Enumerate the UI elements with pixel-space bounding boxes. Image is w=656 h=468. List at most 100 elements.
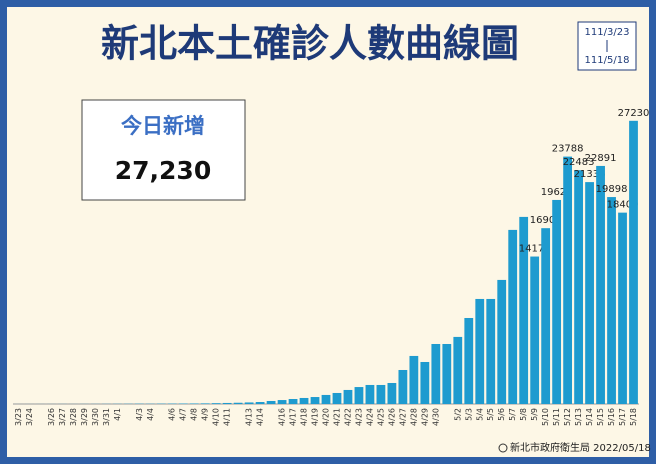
- bar: [530, 257, 539, 404]
- x-tick-label: 5/17: [618, 408, 627, 426]
- x-tick-label: 5/14: [585, 408, 594, 426]
- x-tick-label: 5/15: [596, 408, 605, 426]
- bar: [190, 403, 199, 404]
- x-tick-label: 4/19: [311, 408, 320, 426]
- data-label: 23788: [552, 144, 584, 155]
- bar: [366, 385, 375, 404]
- x-tick-label: 4/22: [343, 408, 352, 426]
- x-tick-label: 5/12: [563, 408, 572, 426]
- x-tick-label: 4/10: [212, 408, 221, 426]
- bar: [267, 401, 276, 404]
- bar: [574, 170, 583, 404]
- x-tick-label: 4/4: [146, 408, 155, 421]
- x-tick-label: 5/10: [541, 408, 550, 426]
- bar: [311, 397, 320, 404]
- x-tick-label: 4/27: [398, 408, 407, 426]
- bar: [486, 299, 495, 404]
- bar: [596, 166, 605, 404]
- x-tick-label: 4/7: [179, 408, 188, 421]
- x-tick-label: 4/1: [113, 408, 122, 421]
- x-tick-label: 4/9: [201, 408, 210, 421]
- bar: [541, 228, 550, 404]
- bar: [355, 387, 364, 404]
- bar: [431, 344, 440, 404]
- highlight-value: 27,230: [115, 156, 211, 185]
- x-tick-label: 5/6: [497, 408, 506, 421]
- x-tick-label: 5/9: [530, 408, 539, 421]
- bar: [322, 395, 331, 404]
- bar: [420, 362, 429, 404]
- x-tick-label: 3/23: [14, 408, 23, 426]
- x-tick-label: 4/23: [354, 408, 363, 426]
- x-tick-label: 4/28: [409, 408, 418, 426]
- x-tick-label: 4/17: [289, 408, 298, 426]
- x-tick-label: 4/13: [245, 408, 254, 426]
- x-tick-label: 5/13: [574, 408, 583, 426]
- x-tick-label: 4/24: [365, 408, 374, 426]
- x-tick-label: 4/14: [256, 408, 265, 426]
- data-label: 19898: [596, 184, 628, 195]
- x-tick-label: 4/16: [278, 408, 287, 426]
- x-tick-label: 5/7: [508, 408, 517, 421]
- bar: [234, 403, 243, 404]
- x-tick-label: 5/3: [464, 408, 473, 421]
- x-tick-label: 3/27: [58, 408, 67, 426]
- bar: [398, 370, 407, 404]
- x-tick-label: 5/2: [453, 408, 462, 421]
- x-tick-label: 4/30: [431, 408, 440, 426]
- x-tick-label: 3/24: [25, 408, 34, 426]
- bar: [585, 182, 594, 404]
- bar: [289, 399, 298, 404]
- data-label: 27230: [618, 108, 650, 119]
- bar: [333, 393, 342, 404]
- x-tick-label: 5/18: [629, 408, 638, 426]
- x-tick-label: 4/25: [376, 408, 385, 426]
- bar: [278, 400, 287, 404]
- x-tick-label: 3/30: [91, 408, 100, 426]
- data-label: 22891: [585, 153, 617, 164]
- x-tick-label: 3/29: [80, 408, 89, 426]
- x-tick-label: 3/31: [102, 408, 111, 426]
- x-tick-label: 4/3: [135, 408, 144, 421]
- x-tick-label: 4/20: [322, 408, 331, 426]
- bar: [563, 157, 572, 404]
- bar: [497, 280, 506, 404]
- x-tick-label: 5/11: [552, 408, 561, 426]
- bar: [508, 230, 517, 404]
- x-tick-label: 4/6: [168, 408, 177, 421]
- source: 新北市政府衛生局 2022/05/18: [510, 441, 651, 454]
- x-tick-label: 4/21: [332, 408, 341, 426]
- bar: [552, 200, 561, 404]
- x-tick-label: 5/16: [607, 408, 616, 426]
- highlight-label: 今日新增: [121, 114, 205, 138]
- x-tick-label: 3/26: [47, 408, 56, 426]
- bar: [453, 337, 462, 404]
- x-tick-label: 4/29: [420, 408, 429, 426]
- bar: [475, 299, 484, 404]
- bar: [212, 403, 221, 404]
- bar: [618, 213, 627, 404]
- date-start: 111/3/23: [585, 27, 630, 38]
- bar: [245, 402, 254, 404]
- x-tick-label: 4/11: [223, 408, 232, 426]
- bar: [409, 356, 418, 404]
- bar: [629, 121, 638, 404]
- bar: [344, 390, 353, 404]
- chart-title: 新北本土確診人數曲線圖: [101, 22, 519, 66]
- x-tick-label: 4/26: [387, 408, 396, 426]
- bar: [256, 402, 265, 404]
- bar: [464, 318, 473, 404]
- bar: [201, 403, 210, 404]
- x-tick-label: 5/4: [475, 408, 484, 421]
- bar: [607, 197, 616, 404]
- bar: [223, 403, 232, 404]
- bar: [300, 398, 309, 404]
- x-tick-label: 3/28: [69, 408, 78, 426]
- date-end: 111/5/18: [585, 55, 630, 66]
- bar: [377, 385, 386, 404]
- bar: [442, 344, 451, 404]
- x-tick-label: 5/5: [486, 408, 495, 421]
- bar: [388, 383, 397, 404]
